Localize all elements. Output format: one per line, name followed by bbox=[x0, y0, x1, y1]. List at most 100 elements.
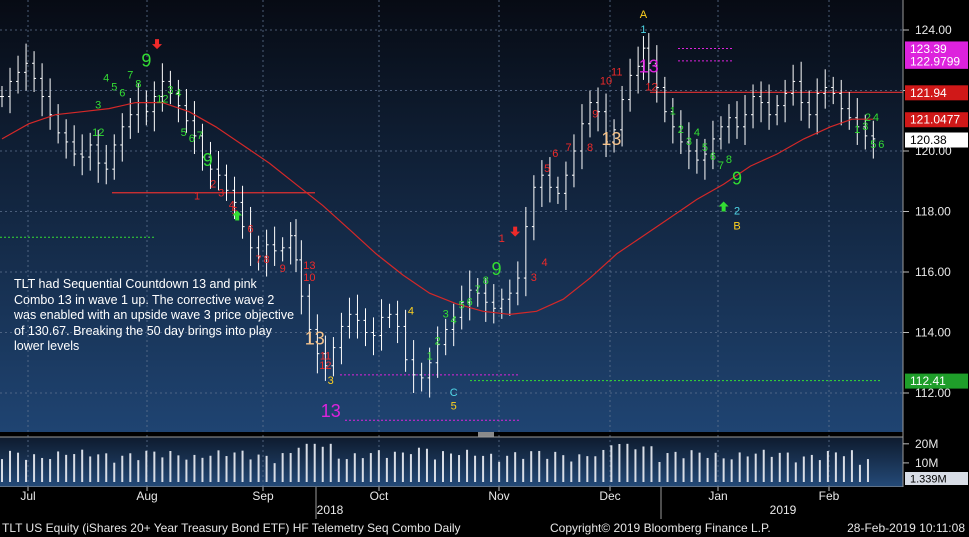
volume-bar bbox=[225, 456, 228, 482]
month-label: Aug bbox=[136, 489, 157, 503]
volume-bar bbox=[161, 457, 164, 482]
setup-label: 4 bbox=[408, 305, 414, 317]
setup-label: 7 bbox=[197, 130, 203, 142]
ohlc-bar bbox=[523, 206, 528, 297]
ohlc-bar bbox=[307, 284, 312, 344]
volume-bar bbox=[433, 459, 436, 482]
ohlc-bar bbox=[588, 90, 592, 138]
volume-bar bbox=[602, 449, 605, 482]
ohlc-bar bbox=[831, 76, 836, 105]
y-tick-label: 112.00 bbox=[915, 386, 951, 400]
ohlc-bar bbox=[855, 98, 860, 145]
setup-label: 11 bbox=[320, 351, 331, 363]
setup-label: 5 bbox=[451, 401, 457, 413]
ohlc-bar bbox=[64, 119, 69, 159]
volume-tick-label: 10M bbox=[915, 456, 938, 470]
setup-label: 7 bbox=[718, 160, 724, 172]
ohlc-bar bbox=[531, 175, 536, 241]
ohlc-bar bbox=[451, 303, 456, 347]
footer-timestamp: 28-Feb-2019 10:11:08 bbox=[847, 521, 965, 535]
ohlc-bar bbox=[491, 284, 496, 324]
ohlc-bar bbox=[411, 340, 416, 393]
setup-label: 13 bbox=[321, 401, 341, 421]
volume-bar bbox=[249, 459, 252, 482]
volume-bar bbox=[786, 452, 789, 482]
setup-label: 9 bbox=[732, 168, 742, 188]
ohlc-bar bbox=[120, 113, 125, 162]
volume-bar bbox=[241, 450, 244, 482]
price-tag bbox=[905, 373, 968, 389]
setup-label: 4 bbox=[175, 88, 181, 100]
setup-label: 5 bbox=[181, 127, 187, 139]
month-label: Feb bbox=[819, 489, 840, 503]
setup-label: 6 bbox=[248, 224, 254, 236]
setup-label: 8 bbox=[483, 275, 489, 287]
ohlc-bar bbox=[200, 123, 205, 171]
setup-label: 1 bbox=[640, 24, 646, 36]
setup-label: 3 bbox=[862, 121, 868, 133]
volume-bar bbox=[714, 452, 717, 482]
ohlc-bar bbox=[240, 185, 245, 239]
volume-bar bbox=[49, 459, 52, 482]
ohlc-bar bbox=[8, 67, 13, 114]
volume-bar bbox=[570, 461, 573, 482]
setup-label: 8 bbox=[726, 154, 732, 166]
setup-label: 7 bbox=[475, 284, 481, 296]
ohlc-bar bbox=[547, 157, 552, 203]
volume-bar bbox=[113, 462, 116, 482]
time-axis: Jul Aug Sep Oct Nov Dec Jan Feb 2018 2019 bbox=[0, 487, 903, 519]
volume-bar bbox=[674, 451, 677, 482]
panel-divider[interactable] bbox=[478, 432, 494, 437]
signal-arrow-icon bbox=[718, 201, 729, 212]
volume-bar bbox=[842, 456, 845, 482]
ohlc-bar bbox=[40, 63, 45, 117]
setup-label: 6 bbox=[710, 151, 716, 163]
volume-bar bbox=[417, 447, 420, 482]
volume-bar bbox=[289, 453, 292, 482]
ohlc-bar bbox=[224, 164, 229, 201]
setup-label: 2 bbox=[678, 124, 684, 136]
setup-label: 13 bbox=[305, 329, 325, 349]
volume-bar bbox=[546, 458, 549, 482]
volume-bar bbox=[377, 450, 380, 482]
setup-label: 6 bbox=[189, 133, 195, 145]
price-tag bbox=[905, 132, 968, 148]
setup-label: 5 bbox=[459, 299, 465, 311]
y-tick-label: 114.00 bbox=[915, 326, 951, 340]
volume-bar bbox=[137, 460, 140, 482]
ohlc-bar bbox=[636, 46, 641, 94]
volume-bar bbox=[297, 447, 300, 482]
volume-bar bbox=[490, 453, 493, 482]
ohlc-bar bbox=[288, 222, 293, 265]
ohlc-bar bbox=[331, 337, 336, 377]
year-label: 2018 bbox=[317, 503, 344, 517]
setup-label: 4 bbox=[873, 112, 879, 124]
volume-bar bbox=[610, 445, 613, 482]
setup-label: 5 bbox=[702, 142, 708, 154]
ohlc-bar bbox=[555, 176, 560, 204]
volume-bar bbox=[65, 454, 68, 482]
ohlc-bar bbox=[863, 114, 868, 150]
ohlc-bar bbox=[628, 58, 633, 112]
setup-label: 3 bbox=[167, 85, 173, 97]
ohlc-bar bbox=[16, 55, 21, 94]
setup-label: 12 bbox=[645, 82, 657, 94]
volume-bar bbox=[866, 459, 869, 482]
volume-bar bbox=[706, 457, 709, 482]
ohlc-bar bbox=[710, 120, 715, 170]
ohlc-bar bbox=[604, 93, 609, 158]
ohlc-bar bbox=[459, 285, 464, 330]
ohlc-bar bbox=[612, 119, 617, 153]
volume-bar bbox=[770, 456, 773, 482]
ohlc-bar bbox=[507, 279, 512, 316]
volume-bar bbox=[121, 455, 124, 482]
volume-bar bbox=[9, 450, 12, 482]
volume-bar bbox=[281, 453, 284, 482]
setup-label: 2 bbox=[435, 336, 441, 348]
ohlc-bar bbox=[807, 90, 812, 129]
volume-bar bbox=[401, 452, 404, 482]
time-axis-background bbox=[0, 487, 903, 519]
ohlc-bar bbox=[160, 63, 165, 112]
volume-bar bbox=[321, 446, 324, 482]
